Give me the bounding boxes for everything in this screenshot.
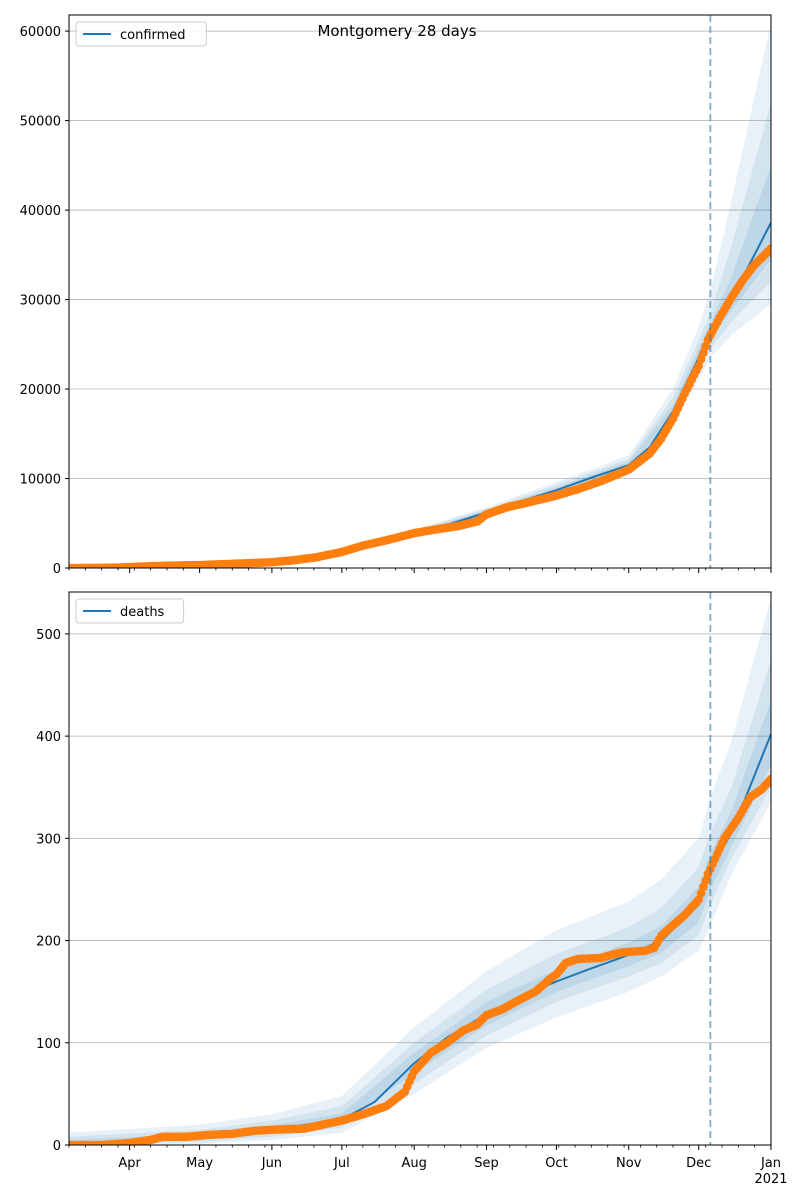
observed-point [701,342,710,351]
x-tick-label: Jun [261,1156,282,1171]
y-tick-label: 0 [53,1139,61,1154]
y-tick-label: 300 [36,832,61,847]
middle-band [69,102,771,568]
legend-box [75,21,207,47]
y-tick-label: 50000 [20,115,61,130]
outer-band [69,598,771,1145]
x-tick-label: Jan [760,1156,781,1171]
observed-point [766,774,771,784]
model-line [69,222,771,568]
legend: confirmed [75,21,207,47]
y-tick-label: 10000 [20,473,61,488]
observed-points [69,244,771,568]
legend: deaths [75,598,185,624]
middle-band [69,659,771,1145]
observed-point [694,361,703,371]
x-tick-label: May [186,1156,213,1171]
x-tick-label: Nov [616,1156,642,1171]
outer-band [69,22,771,568]
x-tick-label: Apr [118,1156,141,1171]
y-tick-label: 400 [36,730,61,745]
top-chart: 0 10000 20000 30000 40000 50000 60000 confirmed [20,14,772,577]
x-tick-label: Oct [545,1156,567,1171]
figure-suptitle: Montgomery 28 days [317,22,476,40]
bottom-chart: 0 100 200 300 400 500 Apr May Jun Jul Aug Sep Oct Nov… [36,591,788,1187]
y-tick-label: 20000 [20,383,61,398]
observed-point [766,244,771,253]
y-tick-label: 200 [36,935,61,950]
x-tick-year-label: 2021 [754,1172,787,1187]
y-tick-label: 60000 [20,25,61,40]
x-tick-label: Dec [686,1156,711,1171]
legend-box [75,598,185,624]
axes-frame [68,14,772,569]
legend-label: deaths [120,605,165,620]
y-tick-label: 40000 [20,204,61,219]
inner-band [69,700,771,1145]
axes-frame [68,591,772,1146]
x-tick-label: Sep [474,1156,499,1171]
x-tick-label: Jul [333,1156,350,1171]
x-tick-label: Aug [401,1156,426,1171]
inner-band [69,165,771,568]
y-tick-label: 0 [53,562,61,577]
y-tick-label: 100 [36,1037,61,1052]
y-tick-label: 500 [36,628,61,643]
observed-points [69,774,771,1145]
y-tick-label: 30000 [20,294,61,309]
observed-point [696,355,706,364]
legend-label: confirmed [120,28,186,43]
observed-point [699,348,708,358]
